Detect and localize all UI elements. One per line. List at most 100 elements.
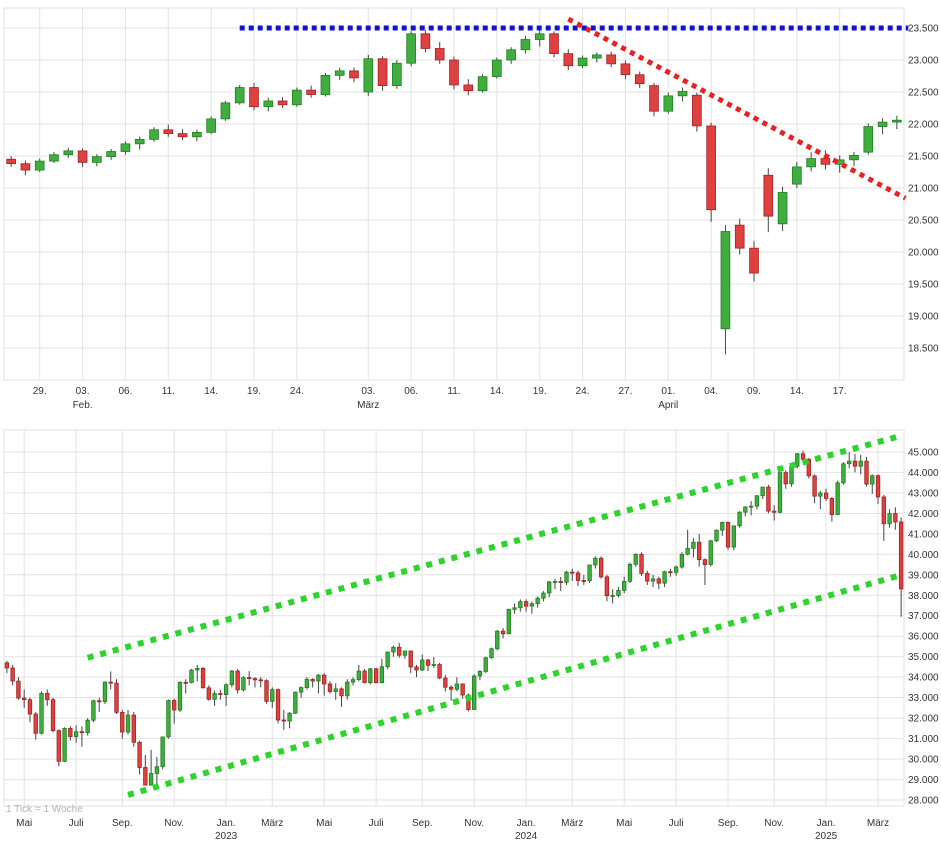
x-axis-label: Sep. bbox=[412, 818, 433, 829]
candle-up bbox=[34, 160, 45, 171]
candle-up bbox=[62, 728, 67, 762]
candle-up bbox=[379, 666, 385, 684]
candle-down bbox=[339, 688, 344, 697]
candle-up bbox=[477, 76, 488, 92]
candle-down bbox=[131, 714, 136, 743]
candle-down bbox=[22, 697, 27, 701]
candle-down bbox=[523, 601, 529, 607]
candle-down bbox=[668, 571, 673, 574]
candle-up bbox=[564, 571, 569, 583]
candle-down bbox=[581, 580, 586, 582]
x-axis-label: 24. bbox=[290, 386, 304, 397]
candle-up bbox=[223, 684, 229, 695]
candle-up bbox=[229, 670, 235, 686]
x-axis-label: März bbox=[867, 818, 889, 829]
candle-down bbox=[575, 572, 581, 581]
candle-up bbox=[547, 581, 552, 594]
candle-up bbox=[489, 648, 494, 659]
candle-down bbox=[277, 100, 288, 106]
candle-up bbox=[616, 589, 621, 596]
x-axis-label: 19. bbox=[247, 386, 261, 397]
candle-up bbox=[835, 482, 840, 515]
candle-down bbox=[820, 158, 831, 165]
candle-up bbox=[512, 607, 517, 610]
candle-up bbox=[541, 592, 546, 599]
candle-down bbox=[281, 719, 286, 722]
candle-up bbox=[847, 460, 852, 465]
candle-up bbox=[391, 646, 396, 653]
candle-down bbox=[249, 87, 259, 108]
candle-up bbox=[520, 39, 531, 51]
y-axis-label: 43.000 bbox=[908, 488, 939, 499]
candle-up bbox=[402, 650, 408, 656]
candle-up bbox=[534, 33, 545, 40]
y-axis-label: 23.000 bbox=[908, 56, 939, 67]
x-axis-label: Jan. bbox=[517, 818, 536, 829]
candle-down bbox=[763, 174, 774, 217]
candle-down bbox=[264, 680, 269, 702]
candle-up bbox=[806, 158, 816, 168]
candle-up bbox=[166, 700, 171, 738]
y-axis-label: 20.500 bbox=[908, 216, 939, 227]
candle-down bbox=[734, 224, 745, 249]
candle-up bbox=[662, 571, 667, 584]
candle-up bbox=[160, 736, 165, 768]
candle-up bbox=[518, 601, 523, 609]
x-axis-label: Sep. bbox=[718, 818, 739, 829]
candle-down bbox=[79, 731, 85, 734]
candle-up bbox=[708, 540, 713, 565]
candle-down bbox=[702, 559, 708, 565]
candle-up bbox=[287, 712, 292, 722]
x-axis-label: 29. bbox=[33, 386, 47, 397]
candle-up bbox=[356, 670, 361, 681]
candle-down bbox=[563, 53, 574, 67]
candle-up bbox=[220, 102, 231, 120]
candle-up bbox=[106, 151, 116, 158]
candle-up bbox=[748, 505, 754, 508]
candle-up bbox=[177, 681, 183, 711]
candle-up bbox=[663, 95, 674, 112]
candle-down bbox=[120, 712, 125, 733]
y-axis-label: 22.000 bbox=[908, 120, 939, 131]
candle-down bbox=[549, 33, 559, 54]
candle-up bbox=[292, 89, 302, 106]
candle-up bbox=[870, 475, 875, 485]
y-axis-label: 36.000 bbox=[908, 632, 939, 643]
candle-down bbox=[800, 453, 806, 460]
y-axis-label: 23.500 bbox=[908, 24, 939, 35]
candle-up bbox=[92, 156, 102, 163]
candle-down bbox=[218, 693, 223, 695]
x-axis-sublabel: 2025 bbox=[815, 831, 838, 842]
x-axis-label: Nov. bbox=[764, 818, 784, 829]
candle-up bbox=[385, 651, 390, 668]
candle-up bbox=[679, 553, 685, 568]
candle-up bbox=[677, 90, 688, 97]
candle-up bbox=[63, 150, 74, 156]
candle-down bbox=[463, 84, 474, 92]
y-axis-label: 29.000 bbox=[908, 775, 939, 786]
y-axis-label: 40.000 bbox=[908, 550, 939, 561]
candle-up bbox=[610, 595, 615, 597]
candle-up bbox=[506, 609, 511, 635]
candle-up bbox=[592, 54, 602, 59]
y-axis-label: 44.000 bbox=[908, 468, 939, 479]
x-axis-label: Nov. bbox=[464, 818, 484, 829]
candle-down bbox=[114, 682, 119, 713]
candle-down bbox=[50, 699, 56, 732]
candle-up bbox=[673, 566, 679, 573]
candle-up bbox=[316, 674, 321, 682]
candle-up bbox=[858, 460, 863, 467]
candle-up bbox=[627, 563, 633, 582]
daily-chart-section: 23.500 23.000 22.500 22.000 21.500 21.000 20.5… bbox=[0, 0, 941, 424]
candle-down bbox=[27, 699, 33, 715]
x-axis-label: Mai bbox=[316, 818, 332, 829]
candle-up bbox=[392, 62, 402, 86]
y-axis-label: 41.000 bbox=[908, 529, 939, 540]
candle-down bbox=[183, 681, 188, 684]
candle-down bbox=[766, 486, 771, 512]
candle-down bbox=[829, 498, 835, 515]
candle-down bbox=[697, 541, 702, 561]
y-axis-label: 33.000 bbox=[908, 693, 939, 704]
candle-down bbox=[177, 133, 188, 138]
y-axis-label: 34.000 bbox=[908, 673, 939, 684]
